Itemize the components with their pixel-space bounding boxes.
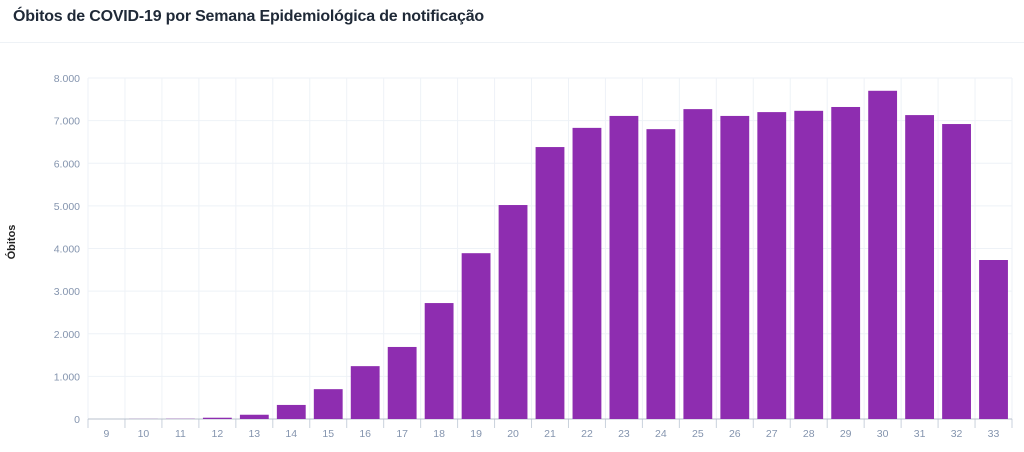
x-tick-label: 10 [138,428,150,440]
bar [202,417,232,419]
y-tick-label: 6.000 [54,158,80,170]
x-tick-label: 12 [212,428,224,440]
y-tick-label: 2.000 [54,329,80,341]
y-tick-label: 7.000 [54,116,80,128]
x-tick-label: 28 [803,428,815,440]
bar [942,124,971,419]
x-tick-label: 25 [692,428,704,440]
bar [387,346,417,419]
y-tick-label: 8.000 [54,73,80,85]
bar [609,115,639,419]
bar [572,127,602,419]
bar [979,260,1008,419]
bar [276,404,306,419]
bar [313,389,343,419]
bar [794,110,824,419]
bar [831,106,861,420]
x-tick-label: 22 [581,428,593,440]
y-tick-label: 1.000 [54,371,80,383]
bar [683,109,713,420]
y-tick-label: 0 [74,414,80,426]
x-tick-label: 29 [840,428,852,440]
header-divider [0,42,1024,43]
chart-title: Óbitos de COVID-19 por Semana Epidemioló… [13,8,484,25]
x-tick-label: 21 [544,428,556,440]
x-tick-label: 14 [285,428,297,440]
x-tick-label: 32 [951,428,963,440]
bar [646,129,676,419]
x-tick-label: 18 [433,428,445,440]
x-tick-label: 31 [914,428,926,440]
x-tick-label: 23 [618,428,630,440]
bar [905,115,935,420]
y-tick-label: 4.000 [54,244,80,256]
bar [498,205,528,419]
x-tick-label: 17 [396,428,408,440]
x-tick-label: 19 [470,428,482,440]
bar [239,414,269,419]
x-tick-label: 26 [729,428,741,440]
bar [757,112,787,419]
x-tick-label: 13 [248,428,260,440]
x-tick-label: 20 [507,428,519,440]
bar [350,366,380,419]
x-tick-label: 11 [175,428,186,440]
bar [461,253,491,419]
bar [424,303,454,419]
x-tick-label: 30 [877,428,889,440]
x-tick-label: 9 [104,428,110,440]
x-tick-label: 24 [655,428,667,440]
x-tick-label: 33 [988,428,1000,440]
bar [868,90,898,419]
x-tick-label: 16 [359,428,371,440]
x-tick-label: 15 [322,428,334,440]
y-tick-label: 3.000 [54,286,80,298]
bar [535,147,565,420]
bar [720,115,750,419]
y-tick-label: 5.000 [54,201,80,213]
x-tick-label: 27 [766,428,778,440]
